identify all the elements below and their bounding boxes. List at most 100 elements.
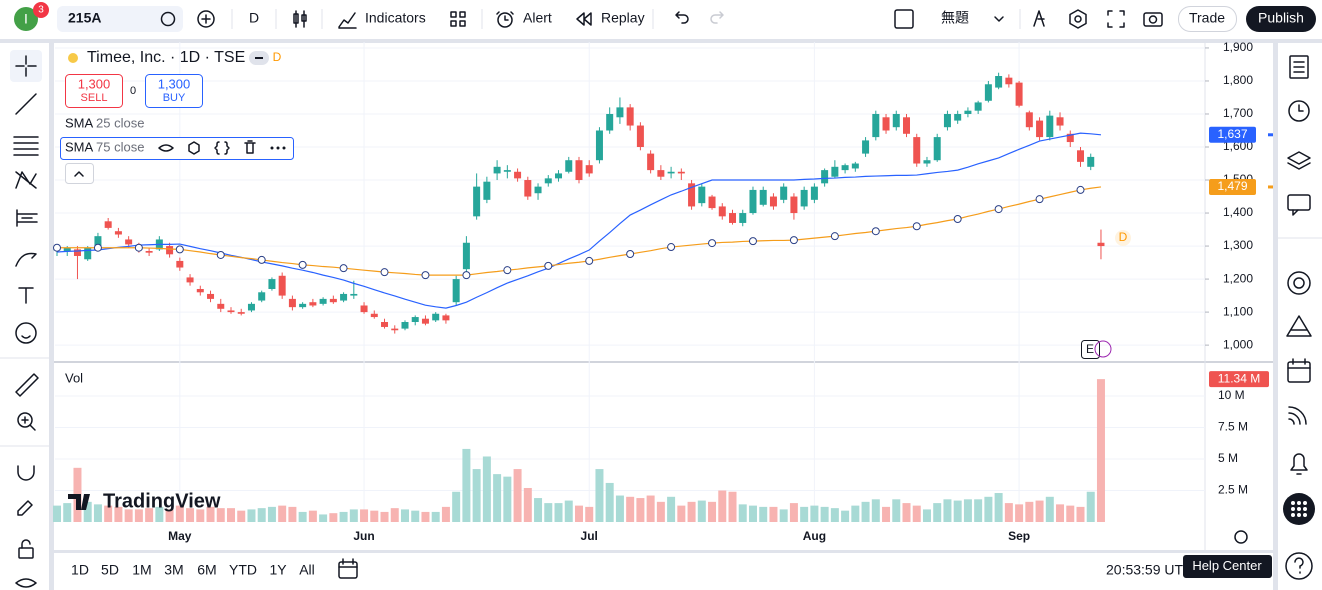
volume-bar	[196, 509, 205, 522]
indicator-source[interactable]	[214, 141, 230, 155]
chart-type-button[interactable]	[293, 10, 307, 28]
replay-icon[interactable]	[576, 12, 592, 26]
avatar[interactable]	[14, 7, 38, 31]
alert-button[interactable]: Alert	[523, 10, 552, 26]
volume-bar	[769, 506, 778, 522]
candle-body	[452, 279, 460, 303]
timeframe-button[interactable]: 6M	[197, 562, 216, 578]
indicator-visibility[interactable]	[158, 144, 174, 152]
timeframe-button[interactable]: 1M	[132, 562, 151, 578]
layout-button[interactable]	[894, 9, 914, 29]
candle-body	[698, 186, 706, 204]
trendline-tool[interactable]	[15, 93, 37, 115]
replay-button[interactable]: Replay	[601, 10, 645, 26]
interval-button[interactable]: D	[249, 10, 259, 26]
axis-settings[interactable]	[1234, 530, 1248, 544]
candle-body	[749, 189, 757, 214]
candle-body	[186, 277, 194, 283]
magnet-tool[interactable]	[17, 465, 35, 481]
compare-button[interactable]	[197, 10, 215, 28]
candle-body	[657, 170, 665, 177]
notifications-button[interactable]	[1290, 453, 1308, 475]
volume-bar	[933, 503, 942, 522]
publish-button[interactable]	[1246, 6, 1316, 32]
buy-button[interactable]	[145, 74, 203, 108]
measure-tool[interactable]	[15, 373, 39, 397]
hide-tool[interactable]	[15, 578, 37, 588]
ideas-button[interactable]	[1287, 271, 1311, 295]
volume-legend: Vol	[65, 370, 83, 385]
volume-bar	[237, 510, 246, 522]
layout-menu[interactable]	[994, 16, 1004, 22]
settings-icon-center	[1074, 15, 1082, 23]
indicator-row-selected[interactable]	[60, 137, 294, 160]
timeframe-button[interactable]: 1Y	[269, 562, 287, 578]
redo-button[interactable]	[710, 11, 724, 24]
symbol-icon[interactable]	[160, 11, 176, 27]
news-button[interactable]	[1288, 406, 1307, 425]
icon-tool[interactable]	[15, 322, 37, 344]
volume-bar	[636, 498, 645, 522]
crosshair-tool[interactable]	[15, 55, 37, 77]
timeframe-button[interactable]: 5D	[101, 562, 119, 578]
alert-icon[interactable]	[497, 12, 513, 28]
volume-bar	[431, 511, 440, 522]
text-tool[interactable]	[18, 287, 34, 304]
timeframe-button[interactable]: YTD	[229, 562, 257, 578]
y-tick-label: 1,700	[1223, 106, 1253, 120]
timeframe-button[interactable]: All	[299, 562, 315, 578]
earnings-marker[interactable]	[1081, 340, 1100, 359]
candle-body	[360, 305, 368, 313]
right-divider	[1273, 43, 1278, 590]
goto-date[interactable]	[338, 561, 358, 579]
pattern-tool[interactable]	[15, 171, 37, 189]
forecast-tool[interactable]	[16, 209, 38, 227]
volume-bar	[789, 503, 798, 522]
layers-button[interactable]	[1287, 151, 1311, 170]
volume-bar	[615, 495, 624, 522]
x-tick-label: Jun	[353, 529, 374, 543]
indicator-settings[interactable]	[188, 141, 200, 155]
snapshot-button[interactable]	[1143, 12, 1163, 27]
dividend-marker[interactable]	[1115, 230, 1131, 246]
plus-icon	[201, 14, 211, 24]
split-marker[interactable]	[1094, 340, 1112, 358]
alerts-button[interactable]	[1288, 100, 1310, 122]
indicator-remove[interactable]	[244, 140, 256, 154]
help-button[interactable]	[1285, 552, 1313, 580]
fullscreen-button[interactable]	[1107, 10, 1125, 28]
sma-marker	[339, 264, 348, 273]
volume-bar	[53, 505, 61, 522]
chat-button[interactable]	[1287, 194, 1311, 211]
timeframe-button[interactable]: 1D	[71, 562, 89, 578]
candle-body	[821, 170, 829, 184]
indicators-button[interactable]: Indicators	[365, 10, 426, 26]
timeframe-button[interactable]: 3M	[164, 562, 183, 578]
undo-button[interactable]	[675, 11, 689, 24]
lock-tool[interactable]	[18, 547, 34, 559]
brush-tool[interactable]	[15, 252, 37, 267]
sma-marker	[585, 256, 594, 265]
candle-body	[1015, 82, 1023, 106]
layout-name[interactable]: 無題	[941, 10, 969, 26]
templates-button[interactable]	[450, 11, 466, 27]
trade-button[interactable]	[1178, 6, 1237, 32]
quick-search[interactable]	[1033, 10, 1045, 27]
volume-bar	[308, 510, 317, 522]
settings-button[interactable]	[1069, 9, 1087, 29]
volume-bar	[298, 511, 307, 522]
volume-bar	[656, 501, 665, 522]
candle-body	[616, 107, 624, 118]
calendar-button[interactable]	[1287, 361, 1311, 383]
symbol-search[interactable]	[57, 6, 183, 32]
indicator-more[interactable]	[270, 146, 286, 150]
stay-drawing-tool[interactable]	[17, 500, 33, 516]
volume-bar	[1025, 501, 1034, 522]
watchlist-button[interactable]	[1289, 55, 1309, 79]
zoom-tool[interactable]	[17, 412, 33, 428]
streams-button[interactable]	[1286, 315, 1312, 337]
indicators-icon[interactable]	[338, 12, 357, 29]
fib-tool[interactable]	[13, 136, 39, 156]
sell-button[interactable]	[65, 74, 123, 108]
volume-bar	[963, 499, 972, 522]
